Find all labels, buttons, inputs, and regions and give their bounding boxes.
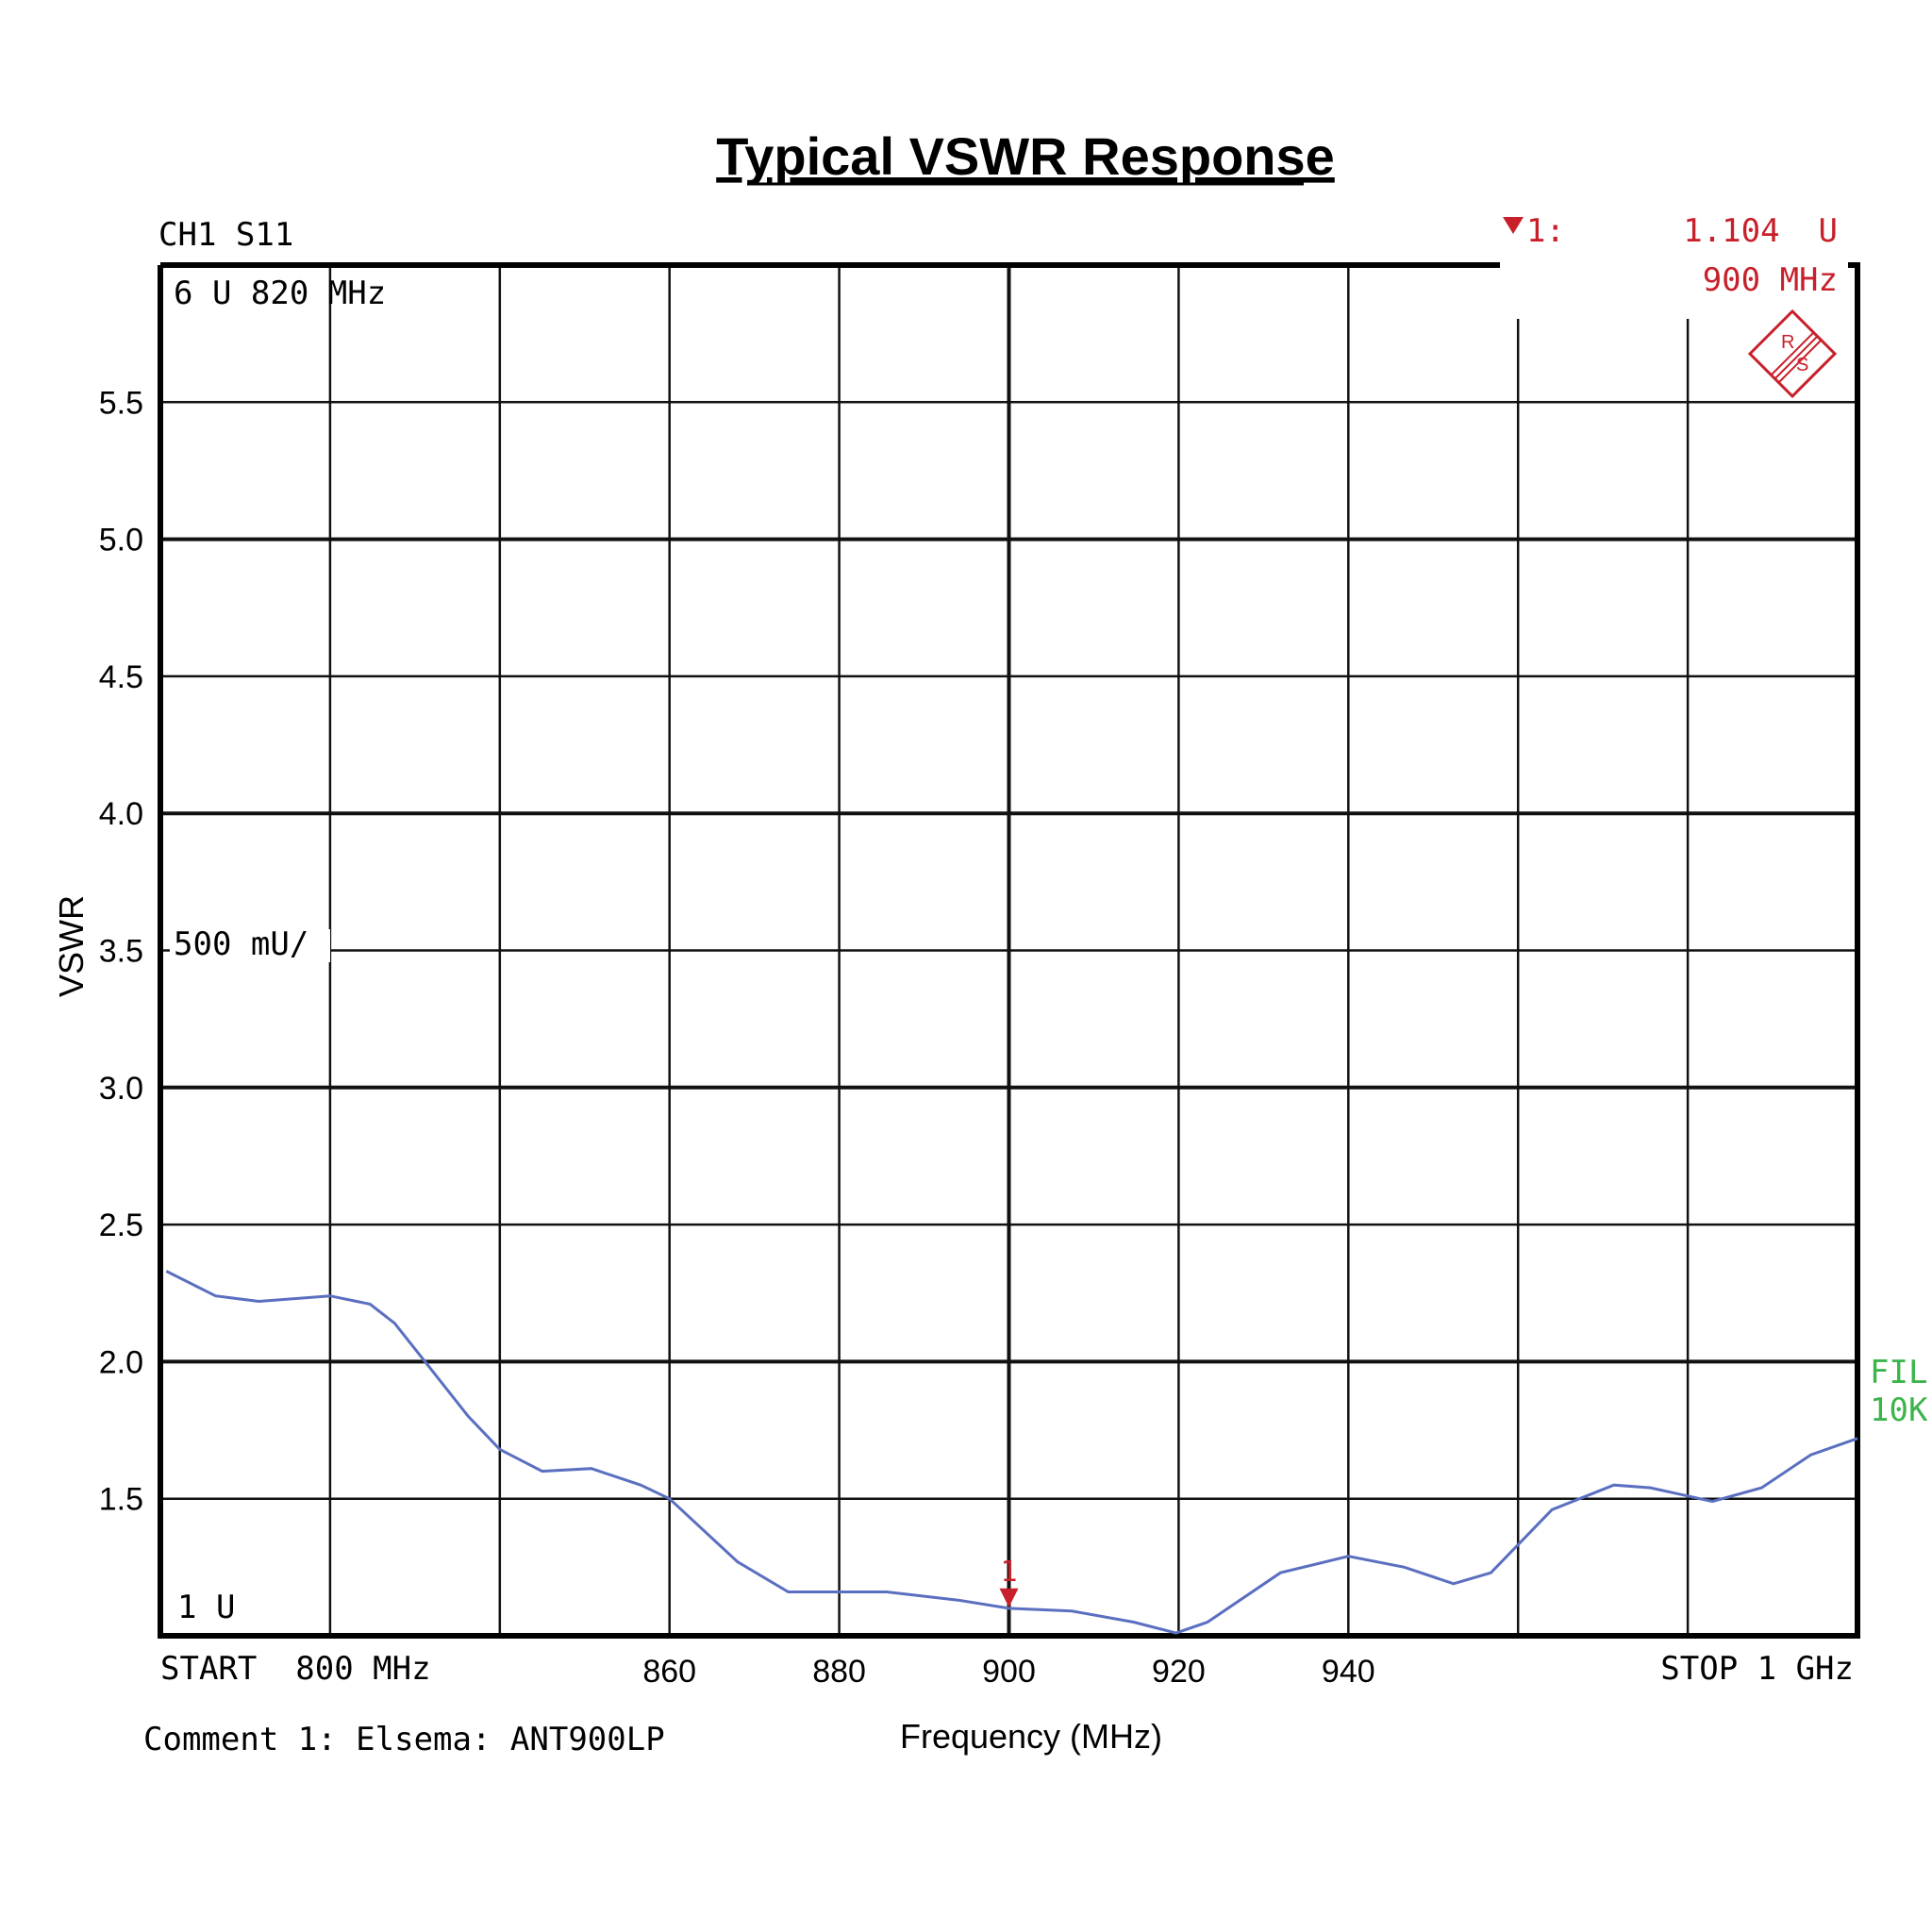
channel-label: CH1 S11 — [158, 216, 293, 254]
y-tick-label: 5.5 — [99, 385, 143, 421]
marker-readout-label: 1: — [1526, 212, 1565, 250]
ref-top-label: 6 U 820 MHz — [174, 275, 386, 312]
y-tick-label: 5.0 — [99, 523, 143, 558]
x-tick-label: 920 — [1152, 1654, 1206, 1690]
marker-triangle-icon — [999, 1588, 1019, 1607]
x-tick-label: 860 — [642, 1654, 696, 1690]
marker-readout-value: 1.104 U — [1683, 212, 1838, 250]
grid — [158, 262, 1860, 1639]
y-tick-label: 2.0 — [99, 1344, 143, 1380]
y-tick-label: 3.0 — [99, 1071, 143, 1107]
y-tick-label: 3.5 — [99, 934, 143, 970]
y-tick-label: 4.5 — [99, 659, 143, 695]
svg-text:S: S — [1796, 355, 1808, 375]
chart-title: Typical VSWR Response — [716, 126, 1335, 186]
y-tick-label: 4.0 — [99, 796, 143, 832]
svg-text:R: R — [1781, 332, 1794, 353]
x-tick-label: 880 — [812, 1654, 866, 1690]
rohde-schwarz-logo-icon: R S — [1747, 308, 1838, 399]
x-tick-label: 940 — [1322, 1654, 1375, 1690]
marker-label: 1 — [1000, 1556, 1017, 1589]
plot-frame — [158, 262, 1860, 1639]
filter-label-line2: 10K — [1870, 1391, 1928, 1429]
stop-label: STOP 1 GHz — [1660, 1650, 1854, 1688]
tick-labels: 5.5 5.0 4.5 4.0 3.5 3.0 2.5 2.0 1.5 860 880 900 920 9… — [99, 385, 1375, 1690]
marker-1: 1 — [999, 1556, 1019, 1607]
vswr-trace — [165, 1270, 1858, 1635]
y-tick-label: 2.5 — [99, 1208, 143, 1243]
comment-label: Comment 1: Elsema: ANT900LP — [143, 1721, 665, 1758]
x-axis-label: Frequency (MHz) — [900, 1717, 1162, 1756]
marker-readout-triangle-icon — [1503, 217, 1524, 234]
filter-label-line1: FIL — [1870, 1354, 1927, 1391]
y-axis-label: VSWR — [52, 895, 91, 997]
start-label: START 800 MHz — [160, 1650, 431, 1688]
scale-label: 500 mU/ — [174, 925, 308, 963]
y-tick-label: 1.5 — [99, 1482, 143, 1518]
ref-bottom-label: 1 U — [177, 1589, 235, 1626]
marker-readout-freq: 900 MHz — [1703, 261, 1838, 299]
x-tick-label: 900 — [982, 1654, 1036, 1690]
